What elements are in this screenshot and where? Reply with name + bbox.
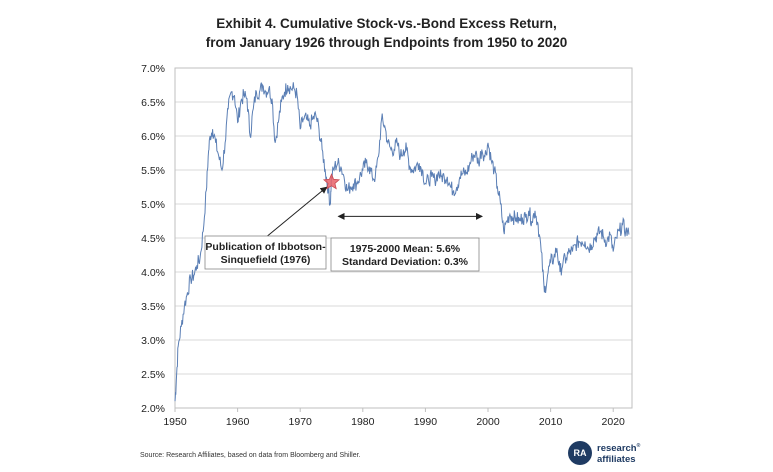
y-tick-label: 7.0% [141,63,165,75]
x-tick-label: 1960 [226,416,250,428]
y-tick-label: 3.5% [141,301,165,313]
source-note: Source: Research Affiliates, based on da… [140,452,361,459]
logo-text: research® affiliates [597,441,640,464]
publication-text: Publication of Ibbotson- [205,241,326,253]
annotations: Publication of Ibbotson-Sinquefield (197… [204,173,484,272]
publication-arrow [264,186,328,239]
chart-title: Exhibit 4. Cumulative Stock-vs.-Bond Exc… [0,14,773,52]
y-axis: 2.0% 2.5% 3.0% 3.5% 4.0% 4.5% 5.0% 5.5% 6.0% 6.5%… [141,63,165,415]
chart-title-line1: Exhibit 4. Cumulative Stock-vs.-Bond Exc… [216,16,557,31]
x-tick-label: 2010 [539,416,563,428]
plot-frame [174,67,633,409]
y-tick-label: 6.5% [141,97,165,109]
y-tick-label: 3.0% [141,335,165,347]
logo-line1: research® [597,443,641,455]
y-tick-label: 6.0% [141,131,165,143]
series-line [174,82,630,402]
y-tick-label: 5.0% [141,199,165,211]
x-tick-label: 1950 [163,416,187,428]
chart-title-line2: from January 1926 through Endpoints from… [205,35,568,50]
mean-text: 1975-2000 Mean: 5.6% [350,243,461,255]
publication-text: Sinquefield (1976) [221,254,311,266]
x-tick-label: 1970 [289,416,313,428]
logo-line2: affiliates [597,453,636,465]
y-tick-label: 2.0% [141,403,165,415]
mean-box [330,237,480,272]
x-tick-label: 1980 [351,416,375,428]
star-marker-icon [322,173,341,190]
y-tick-label: 2.5% [141,369,165,381]
x-tick-label: 1990 [414,416,438,428]
x-tick-label: 2020 [602,416,626,428]
logo: RA research® affiliates [568,441,640,465]
publication-box [204,235,327,270]
y-tick-label: 5.5% [141,165,165,177]
mean-text: Standard Deviation: 0.3% [342,256,469,268]
y-tick-label: 4.5% [141,233,165,245]
logo-mark-icon: RA [568,441,592,465]
x-axis: 1950 1960 1970 1980 1990 2000 2010 2020 [163,408,625,428]
x-tick-label: 2000 [476,416,500,428]
y-tick-label: 4.0% [141,267,165,279]
